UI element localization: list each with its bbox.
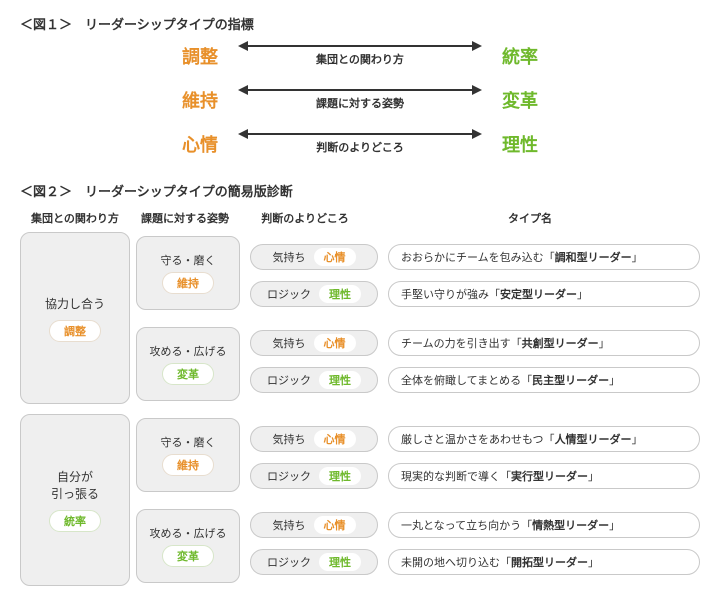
l2-box-3: 攻める・広げる 変革 <box>136 509 240 583</box>
axis-left-1: 維持 <box>160 87 240 113</box>
level-1: 協力し合う 調整 自分が 引っ張る 統率 <box>20 232 130 586</box>
l2-pill-2: 維持 <box>162 454 214 476</box>
level-2: 守る・磨く 維持 攻める・広げる 変革 守る・磨く 維持 攻める・広げる 変革 <box>130 232 240 586</box>
col-header-0: 集団との関わり方 <box>20 210 130 226</box>
l3-pill-7: ロジック理性 <box>250 549 378 575</box>
axis-mid-2: 判断のよりどころ <box>240 133 480 155</box>
l3-pill-3: ロジック理性 <box>250 367 378 393</box>
l4-pill-0: おおらかにチームを包み込む「調和型リーダー」 <box>388 244 700 270</box>
l3-group-1: 気持ち心情 ロジック理性 気持ち心情 ロジック理性 <box>250 414 378 586</box>
axis-right-1: 変革 <box>480 87 560 113</box>
figure-1: ＜図１＞ リーダーシップタイプの指標 調整 集団との関わり方 統率 維持 課題に… <box>20 14 700 157</box>
level-3: 気持ち心情 ロジック理性 気持ち心情 ロジック理性 気持ち心情 ロジック理性 気… <box>240 232 378 586</box>
l1-pill-1: 統率 <box>49 510 101 532</box>
l4-pill-6: 一丸となって立ち向かう「情熱型リーダー」 <box>388 512 700 538</box>
column-headers: 集団との関わり方 課題に対する姿勢 判断のよりどころ タイプ名 <box>20 210 700 226</box>
l3-pill-1: ロジック理性 <box>250 281 378 307</box>
l3-group-0: 気持ち心情 ロジック理性 気持ち心情 ロジック理性 <box>250 232 378 404</box>
l4-pill-7: 未開の地へ切り込む「開拓型リーダー」 <box>388 549 700 575</box>
l1-label-0: 協力し合う <box>45 295 105 312</box>
axis-row-2: 心情 判断のよりどころ 理性 <box>20 131 700 157</box>
axis-right-2: 理性 <box>480 131 560 157</box>
l2-box-0: 守る・磨く 維持 <box>136 236 240 310</box>
axis-mid-0: 集団との関わり方 <box>240 45 480 67</box>
l1-box-0: 協力し合う 調整 <box>20 232 130 404</box>
double-arrow-icon <box>240 45 480 47</box>
l3-pill-5: ロジック理性 <box>250 463 378 489</box>
l2-pill-0: 維持 <box>162 272 214 294</box>
axis-row-0: 調整 集団との関わり方 統率 <box>20 43 700 69</box>
axis-caption-0: 集団との関わり方 <box>316 51 404 67</box>
axis-caption-1: 課題に対する姿勢 <box>316 95 404 111</box>
l4-pill-2: チームの力を引き出す「共創型リーダー」 <box>388 330 700 356</box>
col-header-1: 課題に対する姿勢 <box>130 210 240 226</box>
l4-group-1: 厳しさと温かさをあわせもつ「人情型リーダー」 現実的な判断で導く「実行型リーダー… <box>388 414 700 586</box>
l4-pill-3: 全体を俯瞰してまとめる「民主型リーダー」 <box>388 367 700 393</box>
double-arrow-icon <box>240 89 480 91</box>
figure-2: ＜図２＞ リーダーシップタイプの簡易版診断 集団との関わり方 課題に対する姿勢 … <box>20 181 700 586</box>
axis-left-2: 心情 <box>160 131 240 157</box>
l1-pill-0: 調整 <box>49 320 101 342</box>
l2-box-2: 守る・磨く 維持 <box>136 418 240 492</box>
l1-box-1: 自分が 引っ張る 統率 <box>20 414 130 586</box>
double-arrow-icon <box>240 133 480 135</box>
axis-right-0: 統率 <box>480 43 560 69</box>
l2-label-0: 守る・磨く <box>161 252 216 268</box>
figure-2-title: ＜図２＞ リーダーシップタイプの簡易版診断 <box>20 181 700 200</box>
col-header-3: タイプ名 <box>370 210 690 226</box>
l2-group-0: 守る・磨く 維持 攻める・広げる 変革 <box>136 232 240 404</box>
level-4: おおらかにチームを包み込む「調和型リーダー」 手堅い守りが強み「安定型リーダー」… <box>378 232 700 586</box>
l2-label-3: 攻める・広げる <box>150 525 227 541</box>
decision-tree: 協力し合う 調整 自分が 引っ張る 統率 守る・磨く 維持 攻める・広げる 変革 <box>20 232 700 586</box>
axis-caption-2: 判断のよりどころ <box>316 139 403 155</box>
l2-label-2: 守る・磨く <box>161 434 216 450</box>
l4-pill-1: 手堅い守りが強み「安定型リーダー」 <box>388 281 700 307</box>
l3-pill-6: 気持ち心情 <box>250 512 378 538</box>
l1-label-1: 自分が 引っ張る <box>51 468 99 502</box>
axis-mid-1: 課題に対する姿勢 <box>240 89 480 111</box>
l4-pill-4: 厳しさと温かさをあわせもつ「人情型リーダー」 <box>388 426 700 452</box>
l4-pill-5: 現実的な判断で導く「実行型リーダー」 <box>388 463 700 489</box>
l2-label-1: 攻める・広げる <box>150 343 227 359</box>
l2-box-1: 攻める・広げる 変革 <box>136 327 240 401</box>
l4-group-0: おおらかにチームを包み込む「調和型リーダー」 手堅い守りが強み「安定型リーダー」… <box>388 232 700 404</box>
l2-group-1: 守る・磨く 維持 攻める・広げる 変革 <box>136 414 240 586</box>
l2-pill-1: 変革 <box>162 363 214 385</box>
axis-row-1: 維持 課題に対する姿勢 変革 <box>20 87 700 113</box>
l3-pill-0: 気持ち心情 <box>250 244 378 270</box>
l3-pill-2: 気持ち心情 <box>250 330 378 356</box>
col-header-2: 判断のよりどころ <box>240 210 370 226</box>
figure-1-title: ＜図１＞ リーダーシップタイプの指標 <box>20 14 700 33</box>
l2-pill-3: 変革 <box>162 545 214 567</box>
axis-left-0: 調整 <box>160 43 240 69</box>
l3-pill-4: 気持ち心情 <box>250 426 378 452</box>
